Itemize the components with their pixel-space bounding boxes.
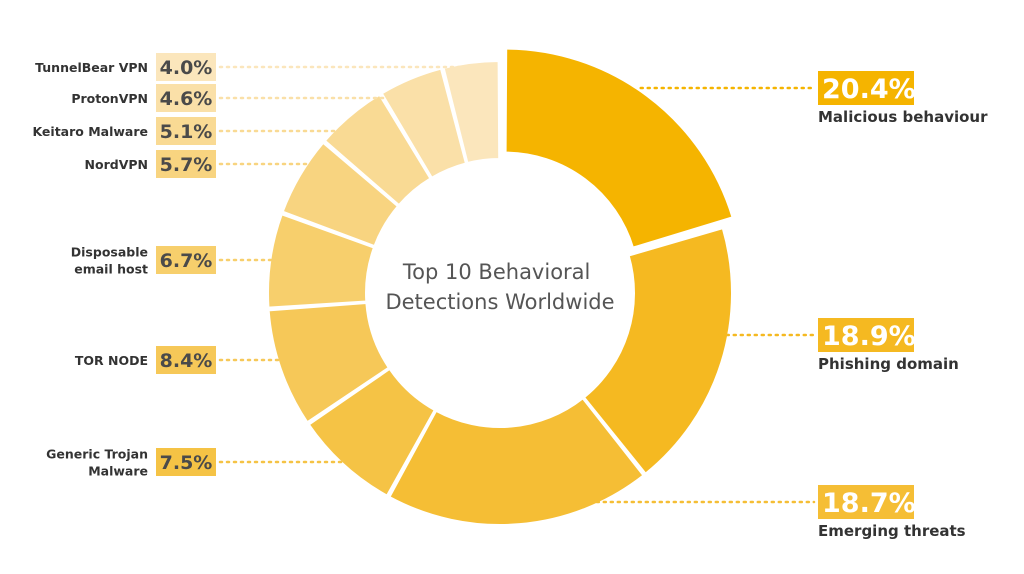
slice-labels: 20.4% Malicious behaviour 18.9% Phishing do… [32, 53, 988, 540]
slice-emerging-threats [388, 396, 645, 526]
value-badge [156, 53, 216, 81]
value-badge [156, 246, 216, 274]
chart-title: Top 10 Behavioral Detections Worldwide [385, 260, 614, 314]
slice-phishing-domain [582, 226, 733, 476]
value-label: 5.7% [160, 154, 213, 176]
value-badge [156, 448, 216, 476]
category-label: Phishing domain [818, 355, 959, 373]
category-label: TOR NODE [75, 353, 148, 368]
value-label: 18.7% [822, 488, 916, 519]
slice-generic-trojan-malware [307, 367, 437, 497]
value-label: 5.1% [160, 121, 213, 143]
category-label: Malicious behaviour [818, 108, 988, 126]
category-label: TunnelBear VPN [35, 60, 148, 75]
value-badge [818, 318, 914, 352]
category-label: NordVPN [85, 157, 148, 172]
slice-protonvpn [380, 67, 468, 180]
slice-tor-node [267, 301, 391, 424]
value-badge [818, 71, 914, 105]
slice-malicious-behaviour [504, 47, 734, 249]
value-label: 20.4% [822, 74, 916, 105]
value-label: 8.4% [160, 350, 213, 372]
category-label: Emerging threats [818, 522, 966, 540]
value-badge [818, 485, 914, 519]
slice-tunnelbear-vpn [442, 59, 501, 165]
category-label: ProtonVPN [71, 91, 148, 106]
slice-nordvpn [281, 141, 400, 248]
category-label: Generic Trojan Malware [46, 447, 148, 479]
category-label: Keitaro Malware [32, 124, 148, 139]
value-label: 7.5% [160, 452, 213, 474]
value-label: 18.9% [822, 321, 916, 352]
value-badge [156, 84, 216, 112]
value-badge [156, 150, 216, 178]
value-label: 6.7% [160, 250, 213, 272]
donut-slices [267, 47, 734, 526]
slice-keitaro-malware [323, 93, 432, 207]
category-label: Disposable email host [71, 245, 148, 277]
value-label: 4.0% [160, 57, 213, 79]
leader-lines [218, 65, 816, 504]
value-badge [156, 117, 216, 145]
chart-title-line-2: Detections Worldwide [385, 290, 614, 314]
chart-title-line-1: Top 10 Behavioral [402, 260, 590, 284]
slice-disposable-email-host [267, 213, 376, 309]
value-badge [156, 346, 216, 374]
value-label: 4.6% [160, 88, 213, 110]
